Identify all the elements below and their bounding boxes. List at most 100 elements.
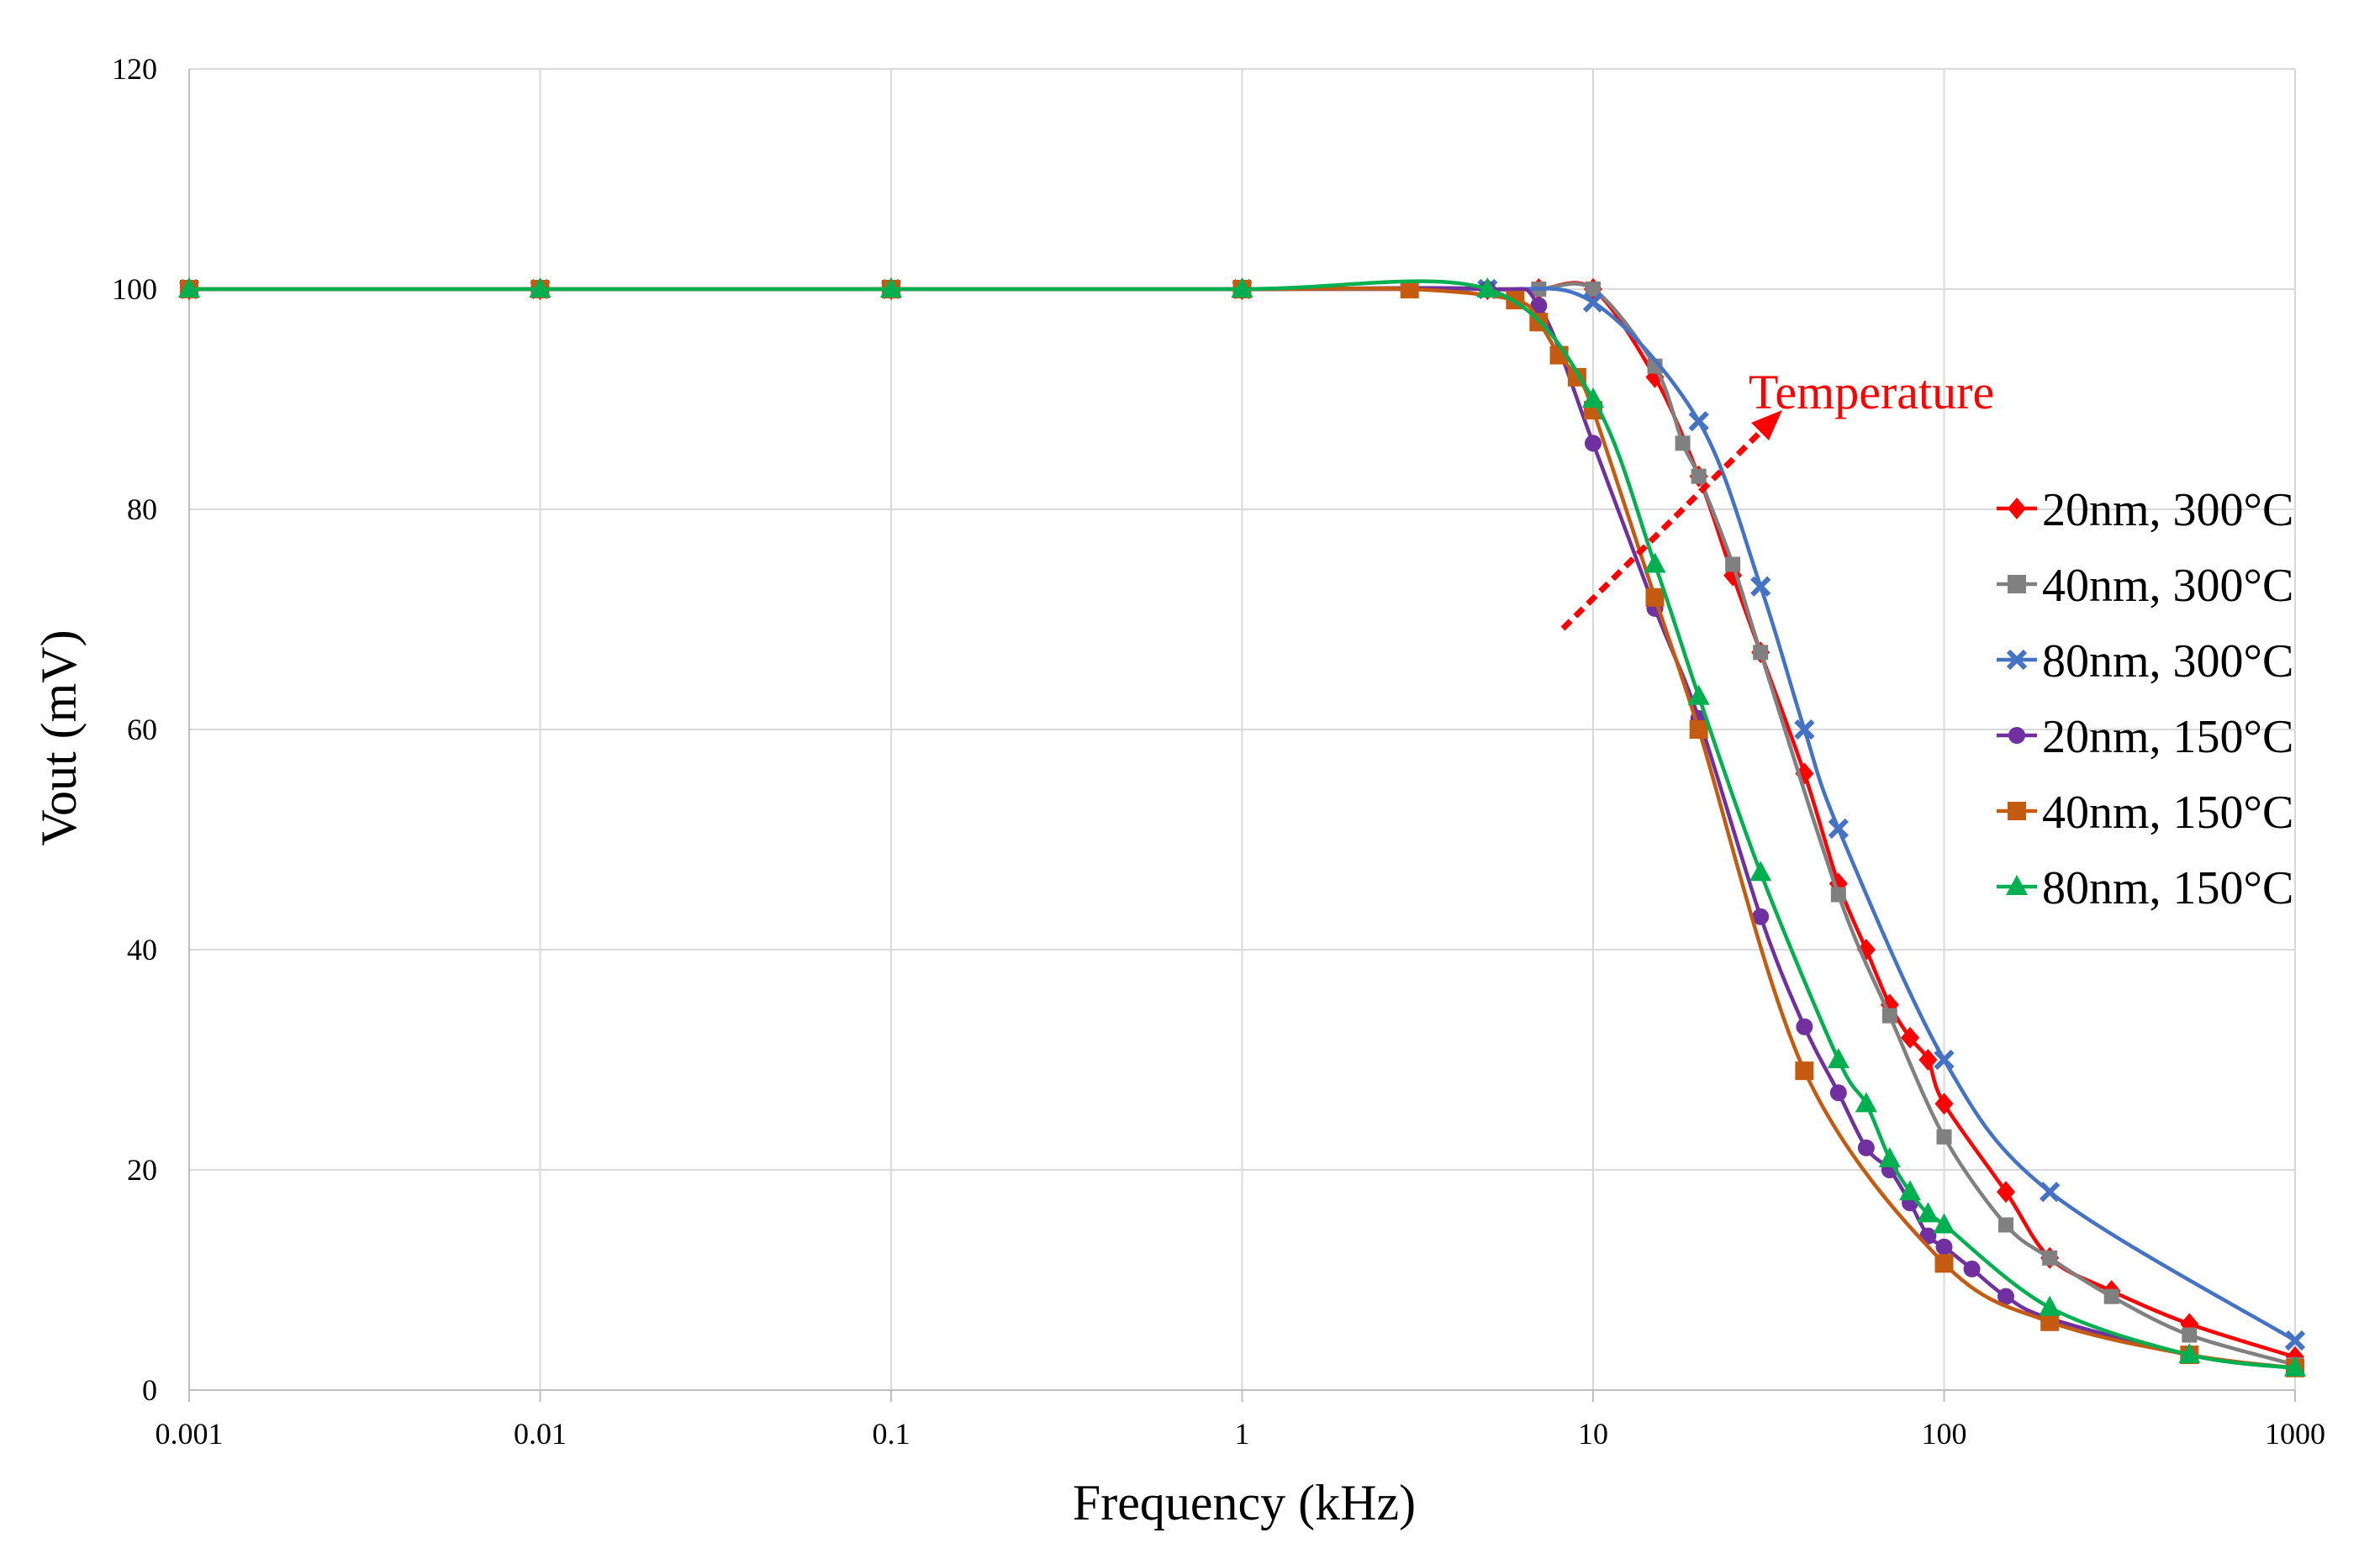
legend-marker <box>2008 575 2026 593</box>
y-tick-label: 20 <box>127 1153 157 1187</box>
data-point <box>1917 1202 1939 1223</box>
axes: 0 20 40 60 80 100 120 0.001 0.01 0.1 1 10 100 1000 <box>112 52 2325 1451</box>
data-point <box>1586 282 1601 297</box>
data-point <box>1476 277 1499 298</box>
x-tick-label: 0.1 <box>873 1417 910 1451</box>
x-tick-label: 10 <box>1578 1417 1608 1451</box>
data-point <box>1881 1008 1897 1024</box>
data-point <box>1752 908 1770 925</box>
y-tick-label: 80 <box>127 492 157 526</box>
legend-marker <box>2006 875 2028 895</box>
data-point <box>2042 1250 2058 1266</box>
legend-entry: 40nm, 300°C <box>1997 560 2293 612</box>
legend-marker <box>2006 649 2028 671</box>
y-tick-label: 40 <box>127 933 157 966</box>
data-point <box>1585 435 1602 452</box>
legend-marker <box>2008 498 2026 519</box>
data-point <box>529 277 551 298</box>
data-point <box>1749 861 1772 882</box>
data-point <box>1918 1049 1938 1071</box>
y-tick-label: 100 <box>112 272 157 306</box>
data-point <box>2284 1330 2306 1351</box>
data-point <box>1582 292 1604 313</box>
data-point <box>1829 1084 1847 1102</box>
data-point <box>2040 1312 2060 1331</box>
data-point <box>1688 411 1709 432</box>
series-layer <box>178 277 2306 1377</box>
legend-label: 20nm, 150°C <box>2042 711 2293 763</box>
data-point <box>1827 1048 1850 1068</box>
data-point <box>1691 468 1707 484</box>
data-point <box>178 277 200 298</box>
data-point <box>1753 645 1769 661</box>
legend-marker <box>2008 727 2025 744</box>
data-point <box>1828 818 1849 840</box>
data-point <box>1231 277 1253 298</box>
data-point <box>1934 1093 1954 1115</box>
data-point <box>2040 1182 2061 1203</box>
data-point <box>1901 1026 1920 1049</box>
data-point <box>1795 1061 1814 1081</box>
y-tick-label: 60 <box>127 713 157 746</box>
data-point <box>1997 1288 2015 1305</box>
data-point <box>1750 576 1771 597</box>
legend-entry: 20nm, 150°C <box>1997 711 2293 763</box>
data-point <box>1899 1180 1922 1201</box>
legend-entry: 80nm, 150°C <box>1997 862 2293 914</box>
data-point <box>1675 435 1691 451</box>
annotation-layer: Temperature <box>1560 365 1994 631</box>
legend: 20nm, 300°C 40nm, 300°C 80nm, 300°C 20nm, 1… <box>1997 484 2293 914</box>
data-point <box>2103 1288 2119 1304</box>
data-point <box>1878 1146 1901 1167</box>
data-point <box>1933 1213 1955 1234</box>
x-tick-label: 1 <box>1235 1417 1250 1451</box>
data-point <box>2178 1343 2201 1364</box>
y-tick-label: 0 <box>142 1373 157 1407</box>
data-point <box>2182 1327 2198 1343</box>
x-tick-label: 0.001 <box>156 1417 224 1451</box>
legend-entry: 40nm, 150°C <box>1997 787 2293 839</box>
temperature-arrow-head <box>1751 410 1782 440</box>
legend-entry: 80nm, 300°C <box>1997 635 2293 687</box>
data-point <box>1725 556 1741 572</box>
data-point <box>1530 297 1548 314</box>
legend-label: 80nm, 300°C <box>2042 635 2293 687</box>
legend-label: 40nm, 150°C <box>2042 787 2293 839</box>
x-tick-label: 0.01 <box>514 1417 567 1451</box>
data-point <box>1645 587 1665 607</box>
series-5 <box>178 277 2306 1377</box>
legend-entry: 20nm, 300°C <box>1997 484 2293 536</box>
data-point <box>1687 684 1710 705</box>
x-tick-label: 1000 <box>2265 1417 2325 1451</box>
data-point <box>1582 387 1604 408</box>
x-axis-title: Frequency (kHz) <box>1073 1475 1416 1530</box>
data-point <box>1689 720 1708 739</box>
data-point <box>1830 887 1846 903</box>
data-point <box>1935 1238 1953 1256</box>
y-axis-title: Vout (mV) <box>31 629 87 845</box>
temperature-arrow-shaft <box>1560 426 1766 631</box>
data-point <box>1794 719 1815 740</box>
data-point <box>2039 1295 2061 1316</box>
data-point <box>2284 1356 2306 1377</box>
data-point <box>1934 1254 1954 1273</box>
data-point <box>1936 1129 1952 1145</box>
temperature-annotation: Temperature <box>1749 365 1994 419</box>
data-point <box>1998 1217 2014 1233</box>
data-point <box>1855 1092 1877 1113</box>
y-tick-label: 120 <box>112 52 157 86</box>
data-point <box>1997 1181 2016 1203</box>
legend-label: 40nm, 300°C <box>2042 560 2293 612</box>
legend-marker <box>2008 802 2026 820</box>
data-point <box>1796 1018 1813 1035</box>
data-point <box>1857 1139 1875 1156</box>
data-point <box>1963 1260 1981 1277</box>
legend-label: 20nm, 300°C <box>2042 484 2293 536</box>
x-tick-label: 100 <box>1922 1417 1967 1451</box>
data-point <box>1400 280 1419 298</box>
data-point <box>1934 1049 1955 1071</box>
data-point <box>880 277 902 298</box>
data-point <box>1644 552 1666 573</box>
